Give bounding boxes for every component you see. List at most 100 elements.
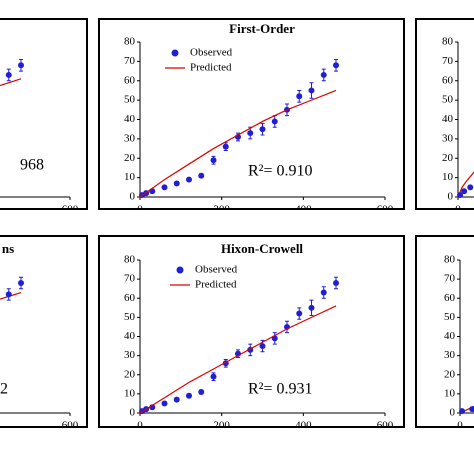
y-tick-label: 60 bbox=[442, 74, 454, 86]
legend-label: Observed bbox=[190, 47, 233, 59]
observed-point bbox=[198, 388, 205, 395]
legend-dot bbox=[176, 266, 184, 274]
y-tick-label: 40 bbox=[444, 330, 456, 342]
y-tick-label: 40 bbox=[442, 113, 454, 125]
panel-frame bbox=[98, 235, 405, 428]
panel-frame bbox=[0, 18, 88, 210]
x-tick-label: 600 bbox=[377, 420, 394, 432]
panel: First-Order 0 10 20 30 40 50 60 70 80 0 200 400 600 R²… bbox=[98, 18, 405, 216]
x-tick-label: 0 bbox=[455, 204, 461, 216]
x-tick-label: 600 bbox=[62, 420, 79, 432]
y-tick-label: 10 bbox=[444, 387, 456, 399]
observed-point bbox=[296, 93, 303, 100]
observed-point bbox=[461, 188, 468, 195]
x-tick-label: 600 bbox=[62, 204, 79, 216]
y-tick-label: 30 bbox=[444, 349, 456, 361]
legend-label: Predicted bbox=[195, 279, 237, 291]
observed-point bbox=[467, 184, 474, 191]
y-tick-label: 60 bbox=[124, 292, 136, 304]
observed-point bbox=[459, 408, 466, 415]
observed-point bbox=[259, 126, 266, 133]
predicted-line bbox=[0, 78, 22, 87]
y-tick-label: 0 bbox=[130, 407, 136, 419]
observed-point bbox=[186, 176, 192, 183]
y-tick-label: 40 bbox=[124, 113, 136, 125]
observed-point bbox=[18, 279, 24, 286]
predicted-line bbox=[139, 305, 337, 414]
x-tick-label: 600 bbox=[377, 204, 394, 216]
panel-frame bbox=[98, 18, 405, 210]
x-tick-label: 0 bbox=[137, 204, 143, 216]
panel-frame bbox=[415, 235, 474, 428]
r-squared: 968 bbox=[20, 157, 44, 174]
observed-point bbox=[161, 184, 168, 191]
panel-title: Hixon-Crowell bbox=[221, 241, 303, 256]
y-tick-label: 80 bbox=[124, 36, 136, 48]
y-tick-label: 30 bbox=[124, 349, 136, 361]
panel-title: ns bbox=[2, 241, 14, 256]
observed-point bbox=[259, 343, 266, 350]
y-tick-label: 20 bbox=[442, 152, 454, 164]
observed-point bbox=[333, 279, 339, 286]
observed-point bbox=[333, 62, 339, 69]
y-tick-label: 50 bbox=[444, 311, 456, 323]
observed-point bbox=[210, 157, 217, 164]
y-tick-label: 20 bbox=[444, 368, 456, 380]
y-tick-label: 60 bbox=[124, 74, 136, 86]
y-tick-label: 20 bbox=[124, 368, 136, 380]
predicted-line bbox=[0, 291, 22, 300]
x-tick-label: 0 bbox=[457, 420, 463, 432]
observed-point bbox=[320, 71, 327, 78]
x-tick-label: 200 bbox=[213, 204, 230, 216]
observed-point bbox=[457, 192, 464, 199]
y-tick-label: 0 bbox=[130, 191, 136, 203]
legend-dot bbox=[171, 49, 179, 57]
x-tick-label: 400 bbox=[295, 204, 312, 216]
r-squared: R²= 0.910 bbox=[248, 163, 313, 180]
y-tick-label: 60 bbox=[444, 292, 456, 304]
observed-point bbox=[308, 87, 315, 94]
panel: 600 968 bbox=[0, 18, 88, 216]
x-tick-label: 0 bbox=[137, 420, 143, 432]
observed-point bbox=[5, 291, 12, 298]
x-tick-label: 400 bbox=[295, 420, 312, 432]
r-squared: R²= 0.931 bbox=[248, 381, 313, 398]
predicted-line bbox=[139, 89, 337, 198]
y-tick-label: 30 bbox=[442, 132, 454, 144]
y-tick-label: 80 bbox=[442, 36, 454, 48]
observed-point bbox=[222, 143, 229, 150]
y-tick-label: 50 bbox=[442, 94, 454, 106]
y-tick-label: 80 bbox=[444, 254, 456, 266]
observed-point bbox=[198, 172, 205, 179]
y-tick-label: 70 bbox=[124, 55, 136, 67]
y-tick-label: 0 bbox=[450, 407, 456, 419]
observed-point bbox=[210, 373, 217, 380]
observed-point bbox=[247, 130, 254, 137]
y-tick-label: 70 bbox=[442, 55, 454, 67]
observed-point bbox=[296, 310, 303, 317]
panel-frame bbox=[415, 18, 474, 210]
y-tick-label: 40 bbox=[124, 330, 136, 342]
y-tick-label: 50 bbox=[124, 94, 136, 106]
x-tick-label: 200 bbox=[213, 420, 230, 432]
y-tick-label: 50 bbox=[124, 311, 136, 323]
y-tick-label: 80 bbox=[124, 254, 136, 266]
y-tick-label: 10 bbox=[124, 171, 136, 183]
observed-point bbox=[469, 406, 474, 413]
observed-point bbox=[173, 180, 180, 187]
y-tick-label: 70 bbox=[444, 273, 456, 285]
observed-point bbox=[271, 118, 278, 125]
panel: Hixon-Crowell 0 10 20 30 40 50 60 70 80 0 200 400 600… bbox=[98, 235, 405, 432]
legend-label: Predicted bbox=[190, 62, 232, 74]
observed-point bbox=[173, 396, 180, 403]
observed-point bbox=[186, 392, 192, 399]
legend-label: Observed bbox=[195, 264, 238, 276]
y-tick-label: 20 bbox=[124, 152, 136, 164]
panel: 0 10 20 30 40 50 60 70 80 0 bbox=[415, 18, 474, 216]
observed-point bbox=[308, 304, 315, 311]
y-tick-label: 30 bbox=[124, 132, 136, 144]
y-tick-label: 10 bbox=[442, 171, 454, 183]
y-tick-label: 10 bbox=[124, 387, 136, 399]
